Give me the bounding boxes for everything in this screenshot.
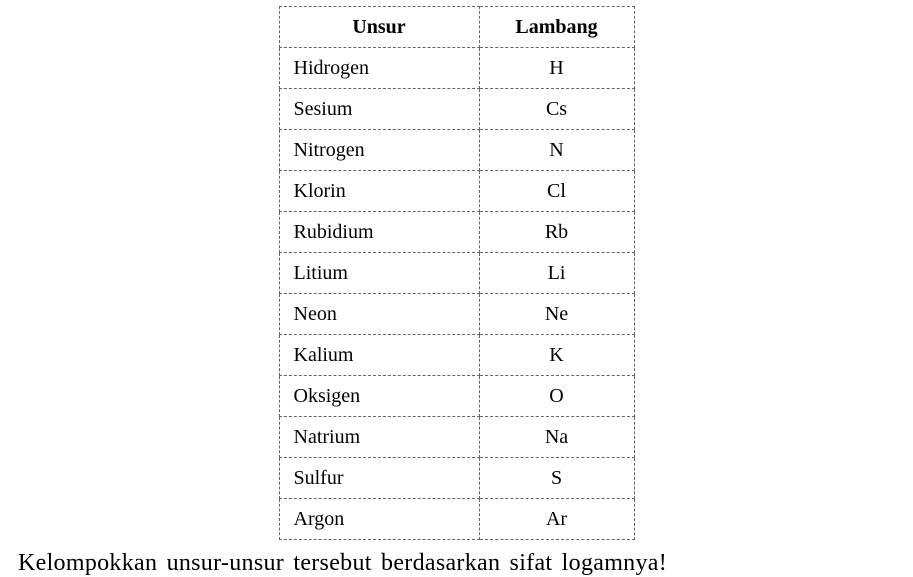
table-row: Sulfur S <box>279 458 634 499</box>
table-row: Kalium K <box>279 335 634 376</box>
table-header-row: Unsur Lambang <box>279 7 634 48</box>
cell-lambang: Ne <box>479 294 634 335</box>
cell-lambang: K <box>479 335 634 376</box>
cell-unsur: Oksigen <box>279 376 479 417</box>
table-row: Oksigen O <box>279 376 634 417</box>
table-row: Nitrogen N <box>279 130 634 171</box>
cell-unsur: Sesium <box>279 89 479 130</box>
table-row: Sesium Cs <box>279 89 634 130</box>
instruction-text: Kelompokkan unsur-unsur tersebut berdasa… <box>0 550 913 577</box>
table-row: Rubidium Rb <box>279 212 634 253</box>
cell-lambang: Na <box>479 417 634 458</box>
table-row: Natrium Na <box>279 417 634 458</box>
table-container: Unsur Lambang Hidrogen H Sesium Cs Nitro… <box>0 6 913 540</box>
cell-unsur: Kalium <box>279 335 479 376</box>
cell-unsur: Nitrogen <box>279 130 479 171</box>
cell-unsur: Litium <box>279 253 479 294</box>
cell-unsur: Sulfur <box>279 458 479 499</box>
elements-table: Unsur Lambang Hidrogen H Sesium Cs Nitro… <box>279 6 635 540</box>
table-row: Klorin Cl <box>279 171 634 212</box>
cell-lambang: Li <box>479 253 634 294</box>
cell-lambang: H <box>479 48 634 89</box>
table-row: Neon Ne <box>279 294 634 335</box>
header-unsur: Unsur <box>279 7 479 48</box>
cell-unsur: Argon <box>279 499 479 540</box>
cell-lambang: Cs <box>479 89 634 130</box>
cell-lambang: N <box>479 130 634 171</box>
cell-unsur: Rubidium <box>279 212 479 253</box>
cell-unsur: Hidrogen <box>279 48 479 89</box>
cell-lambang: Ar <box>479 499 634 540</box>
cell-lambang: Rb <box>479 212 634 253</box>
header-lambang: Lambang <box>479 7 634 48</box>
cell-lambang: S <box>479 458 634 499</box>
cell-lambang: O <box>479 376 634 417</box>
cell-unsur: Neon <box>279 294 479 335</box>
table-row: Litium Li <box>279 253 634 294</box>
cell-unsur: Natrium <box>279 417 479 458</box>
table-row: Argon Ar <box>279 499 634 540</box>
cell-lambang: Cl <box>479 171 634 212</box>
cell-unsur: Klorin <box>279 171 479 212</box>
table-row: Hidrogen H <box>279 48 634 89</box>
